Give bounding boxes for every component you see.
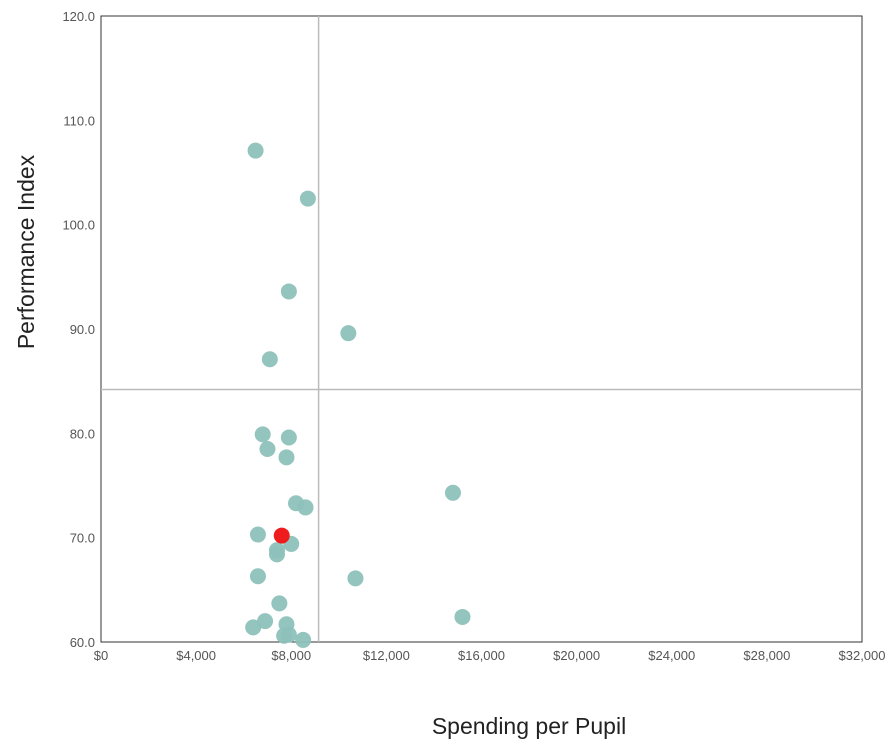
data-point[interactable] [259, 440, 276, 457]
x-axis-title: Spending per Pupil [432, 713, 626, 739]
y-tick-label: 110.0 [63, 113, 95, 128]
data-point[interactable] [268, 546, 285, 563]
data-points [245, 142, 471, 648]
x-tick-label: $8,000 [271, 648, 311, 663]
y-tick-label: 70.0 [70, 531, 95, 546]
highlighted-point[interactable] [273, 527, 290, 544]
plot-frame [100, 15, 863, 643]
data-point[interactable] [280, 429, 297, 446]
x-axis-ticks: $0 $4,000 $8,000 $12,000 $16,000 $20,000 $24,0… [94, 648, 886, 663]
data-point[interactable] [257, 613, 274, 630]
data-point[interactable] [249, 568, 266, 585]
x-tick-label: $24,000 [648, 648, 695, 663]
x-tick-label: $32,000 [839, 648, 886, 663]
data-point[interactable] [280, 283, 297, 300]
data-point[interactable] [247, 142, 264, 159]
x-tick-label: $0 [94, 648, 108, 663]
data-point[interactable] [245, 619, 262, 636]
y-axis-title: Performance Index [13, 154, 39, 349]
data-point[interactable] [444, 484, 461, 501]
data-point[interactable] [276, 627, 293, 644]
data-point[interactable] [278, 449, 295, 466]
y-tick-label: 90.0 [70, 322, 95, 337]
data-point[interactable] [297, 499, 314, 516]
data-point[interactable] [295, 631, 312, 648]
x-tick-label: $16,000 [458, 648, 505, 663]
data-point[interactable] [249, 526, 266, 543]
data-point[interactable] [347, 570, 364, 587]
y-tick-label: 60.0 [70, 635, 95, 650]
data-point[interactable] [454, 608, 471, 625]
data-point[interactable] [261, 351, 278, 368]
x-tick-label: $28,000 [743, 648, 790, 663]
data-point[interactable] [299, 190, 316, 207]
x-tick-label: $4,000 [176, 648, 216, 663]
y-axis-ticks: 60.0 70.0 80.0 90.0 100.0 110.0 120.0 [62, 9, 95, 650]
data-point[interactable] [340, 325, 357, 342]
data-point[interactable] [271, 595, 288, 612]
data-point[interactable] [254, 426, 271, 443]
y-tick-label: 120.0 [62, 9, 95, 24]
y-tick-label: 100.0 [62, 218, 95, 233]
x-tick-label: $20,000 [553, 648, 600, 663]
reference-lines [101, 16, 862, 642]
x-tick-label: $12,000 [363, 648, 410, 663]
y-tick-label: 80.0 [70, 426, 95, 441]
